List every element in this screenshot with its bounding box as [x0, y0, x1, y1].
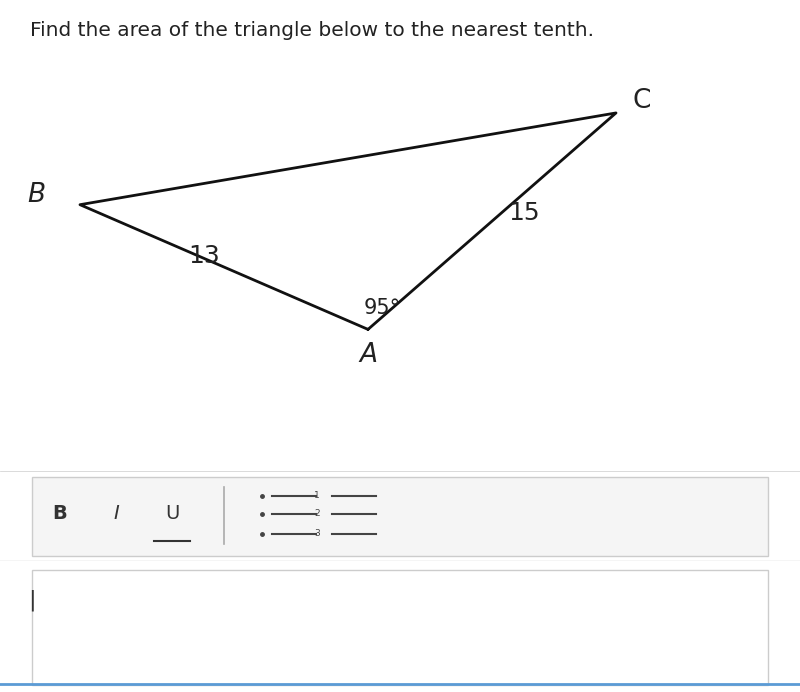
- FancyBboxPatch shape: [32, 570, 768, 685]
- Text: U: U: [165, 504, 179, 523]
- Text: 95°: 95°: [364, 298, 401, 318]
- Text: 1: 1: [314, 491, 320, 500]
- Text: Find the area of the triangle below to the nearest tenth.: Find the area of the triangle below to t…: [30, 21, 594, 40]
- Text: 13: 13: [188, 244, 220, 268]
- Text: B: B: [27, 182, 45, 208]
- Text: 3: 3: [314, 529, 320, 538]
- Text: I: I: [113, 504, 119, 523]
- Text: B: B: [53, 504, 67, 523]
- Text: C: C: [633, 88, 650, 114]
- Text: 15: 15: [508, 201, 540, 225]
- Text: |: |: [28, 590, 36, 611]
- Text: 2: 2: [314, 509, 320, 518]
- FancyBboxPatch shape: [32, 477, 768, 556]
- Text: A: A: [359, 343, 377, 368]
